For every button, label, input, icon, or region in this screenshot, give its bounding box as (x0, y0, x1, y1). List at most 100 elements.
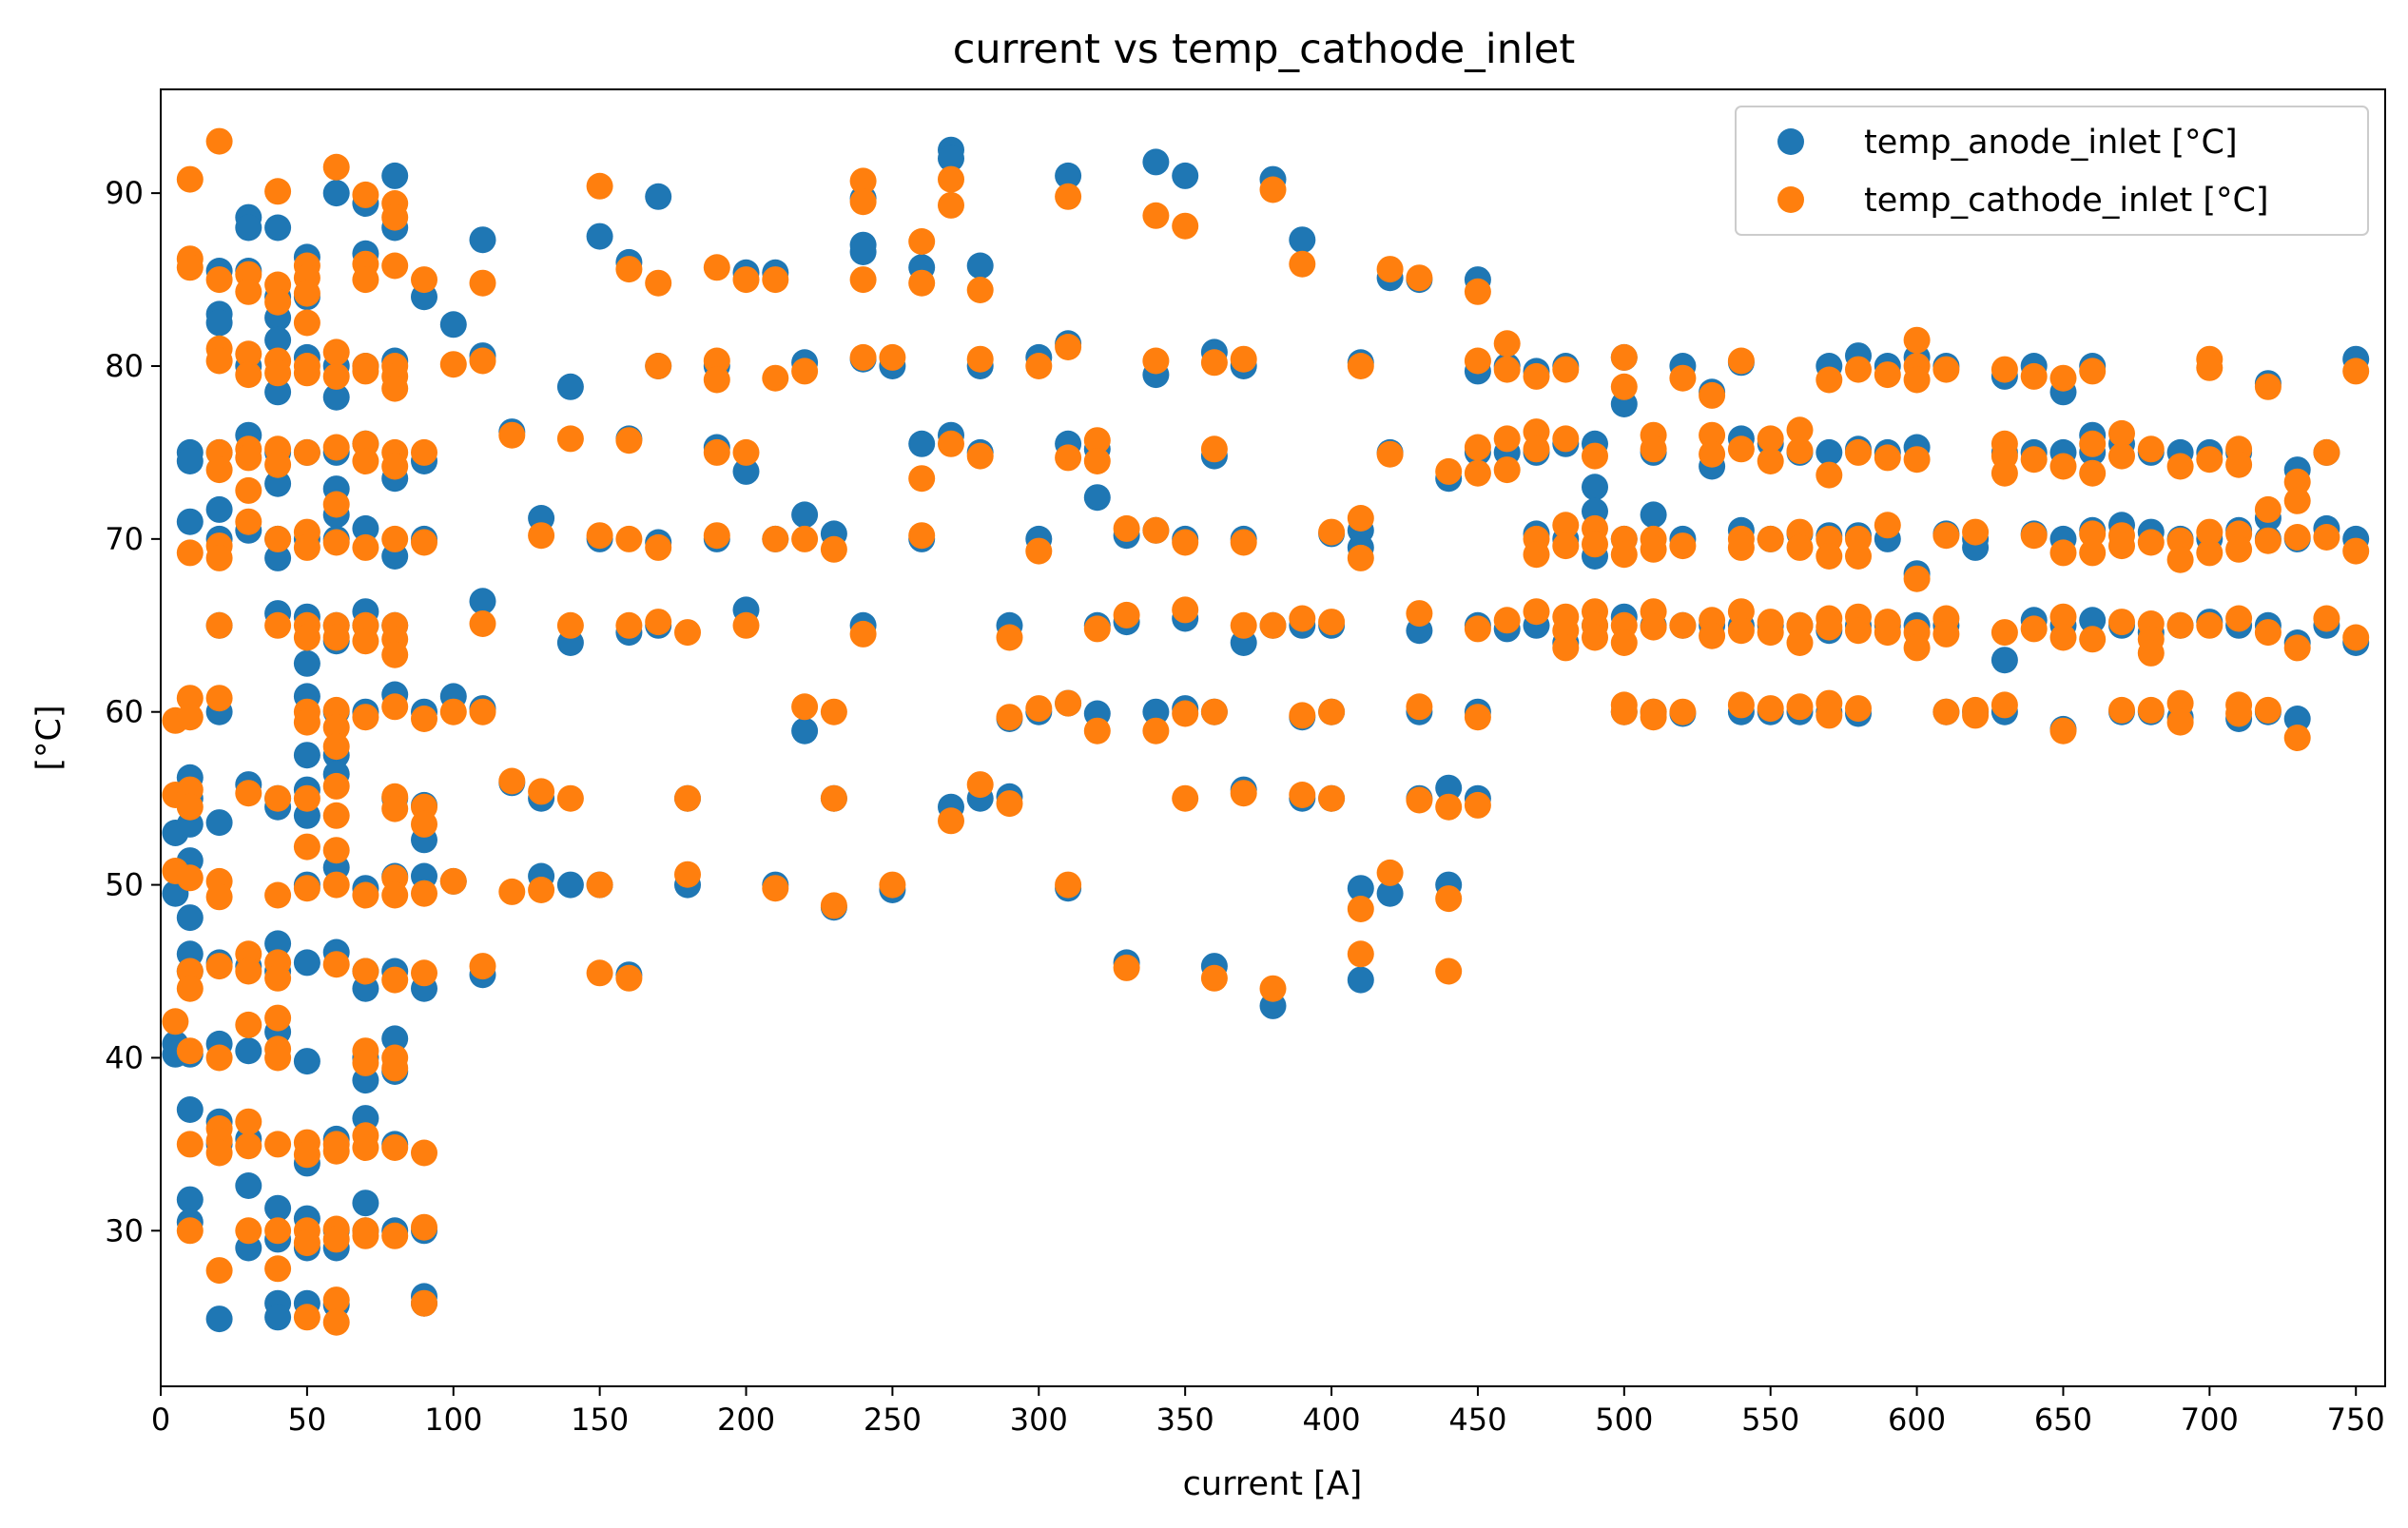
data-point (1318, 698, 1346, 725)
data-point (205, 456, 233, 484)
data-point (235, 780, 262, 807)
data-point (1435, 457, 1463, 485)
data-point (645, 183, 672, 210)
data-point (439, 698, 467, 725)
data-point (996, 624, 1023, 651)
data-point (1464, 347, 1491, 375)
data-point (732, 438, 760, 466)
data-point (1200, 964, 1228, 992)
data-point (2196, 446, 2224, 474)
data-point (849, 343, 877, 371)
data-point (1523, 435, 1550, 463)
data-point (322, 714, 350, 742)
data-point (1816, 543, 1843, 570)
data-point (1845, 356, 1872, 383)
data-point (322, 624, 350, 651)
data-point (1230, 611, 1257, 639)
y-tick-label: 90 (105, 175, 144, 211)
legend-marker-anode (1777, 128, 1804, 155)
data-point (411, 810, 437, 838)
data-point (176, 508, 204, 535)
data-point (176, 1037, 204, 1065)
data-point (1903, 366, 1931, 394)
x-tick-label: 600 (1888, 1402, 1946, 1438)
data-point (703, 347, 730, 375)
data-point (1845, 617, 1872, 645)
data-point (352, 514, 379, 542)
data-point (411, 959, 437, 987)
data-point (352, 533, 379, 561)
data-point (1932, 698, 1960, 725)
data-point (235, 444, 262, 472)
data-point (1230, 529, 1257, 556)
data-point (264, 288, 292, 316)
data-point (411, 1289, 437, 1317)
data-point (205, 611, 233, 639)
data-point (264, 1217, 292, 1245)
data-point (293, 708, 320, 736)
data-point (1464, 791, 1491, 819)
data-point (264, 359, 292, 387)
data-point (293, 438, 320, 466)
data-point (381, 525, 409, 552)
data-point (615, 427, 643, 455)
data-point (2079, 430, 2107, 457)
data-point (1289, 702, 1316, 729)
data-point (381, 1134, 409, 1161)
data-point (2049, 364, 2077, 392)
chart-title: current vs temp_cathode_inlet (953, 26, 1575, 73)
data-point (1669, 698, 1697, 725)
data-point (293, 1048, 320, 1075)
data-point (2108, 609, 2135, 636)
data-point (1230, 780, 1257, 807)
data-point (1376, 256, 1404, 283)
data-point (381, 881, 409, 909)
data-point (645, 609, 672, 636)
data-point (2254, 495, 2282, 523)
data-point (235, 1132, 262, 1160)
data-point (235, 214, 262, 242)
data-point (1318, 784, 1346, 812)
data-point (381, 162, 409, 189)
data-point (1874, 619, 1901, 647)
data-point (1845, 525, 1872, 552)
data-point (1610, 629, 1638, 656)
data-point (1523, 362, 1550, 390)
data-point (411, 438, 437, 466)
data-point (1259, 611, 1287, 639)
data-point (2166, 689, 2194, 717)
data-point (2020, 615, 2048, 643)
data-point (2166, 611, 2194, 639)
data-point (162, 1008, 189, 1035)
data-point (849, 167, 877, 195)
x-tick-label: 750 (2327, 1402, 2385, 1438)
data-point (1903, 326, 1931, 354)
data-point (1200, 349, 1228, 377)
data-point (235, 340, 262, 368)
data-point (322, 1308, 350, 1336)
data-point (1055, 871, 1082, 899)
y-tick-label: 80 (105, 348, 144, 384)
x-tick-label: 650 (2034, 1402, 2092, 1438)
data-point (1406, 786, 1433, 814)
x-tick-label: 0 (151, 1402, 170, 1438)
data-point (1932, 356, 1960, 383)
data-point (908, 430, 936, 457)
data-point (322, 951, 350, 978)
data-point (1640, 501, 1667, 529)
data-point (1582, 442, 1608, 470)
data-point (2196, 354, 2224, 381)
data-point (674, 619, 701, 647)
data-point (2079, 520, 2107, 548)
data-point (1669, 611, 1697, 639)
data-point (908, 522, 936, 550)
data-point (556, 425, 584, 453)
data-point (293, 359, 320, 387)
data-point (586, 222, 613, 250)
data-point (352, 448, 379, 474)
data-point (615, 256, 643, 283)
data-point (176, 975, 204, 1002)
data-point (322, 434, 350, 461)
data-point (1493, 456, 1521, 484)
data-point (469, 269, 496, 297)
